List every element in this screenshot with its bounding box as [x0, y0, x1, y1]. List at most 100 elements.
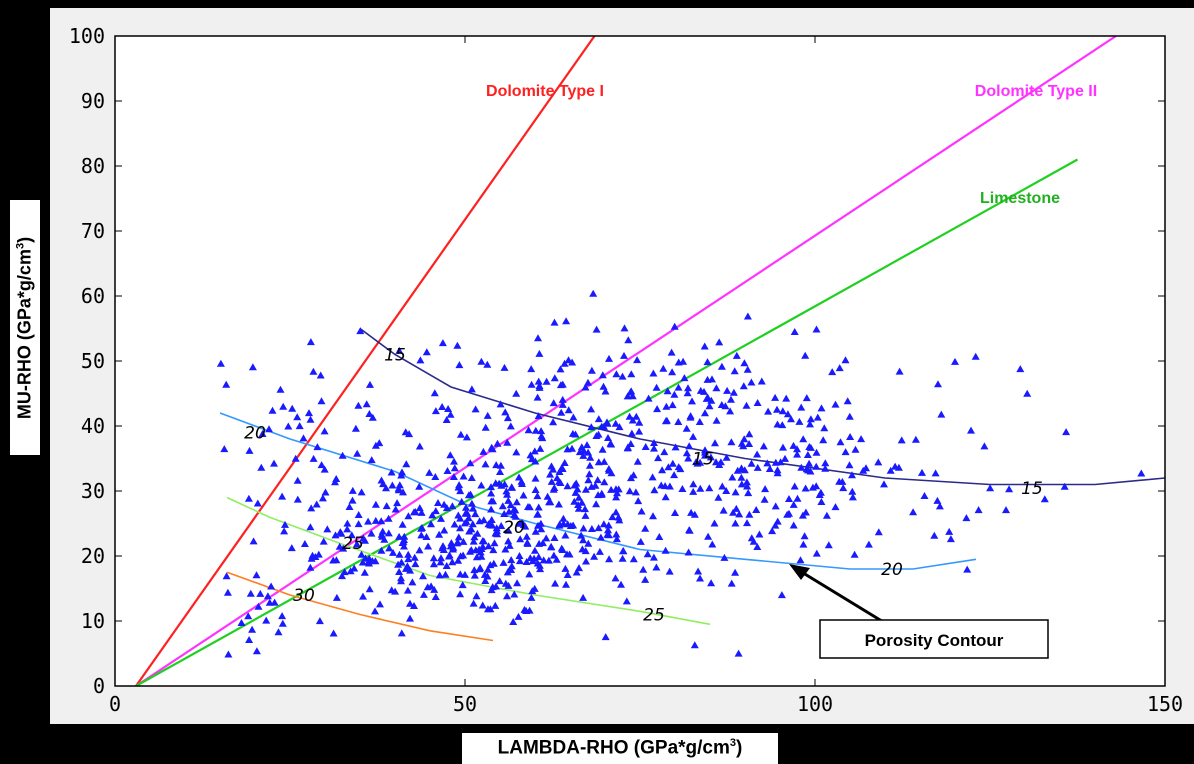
scatter-point — [535, 349, 544, 357]
scatter-point — [453, 341, 462, 349]
scatter-point — [487, 489, 496, 497]
scatter-point — [574, 504, 583, 512]
scatter-point — [618, 372, 627, 380]
scatter-point — [817, 404, 826, 412]
trend-line-dolomite-type-i — [135, 36, 596, 686]
plot-area — [115, 36, 1165, 686]
scatter-point — [584, 378, 592, 386]
scatter-point — [611, 419, 620, 427]
scatter-point — [592, 500, 601, 508]
scatter-point — [812, 448, 821, 456]
scatter-point — [634, 497, 643, 505]
scatter-point — [270, 598, 279, 606]
scatter-point — [696, 386, 705, 394]
scatter-point — [306, 338, 315, 346]
scatter-point — [806, 420, 814, 428]
scatter-point — [537, 427, 546, 435]
scatter-point — [712, 416, 721, 424]
scatter-point — [723, 386, 732, 394]
scatter-point — [539, 556, 548, 564]
scatter-point — [404, 550, 413, 558]
scatter-point — [737, 480, 746, 488]
scatter-points — [216, 289, 1146, 658]
scatter-point — [783, 410, 792, 418]
scatter-point — [685, 442, 694, 450]
scatter-point — [306, 563, 315, 571]
scatter-point — [683, 389, 692, 397]
scatter-point — [779, 443, 787, 451]
scatter-point — [680, 374, 689, 382]
scatter-point — [479, 516, 488, 524]
scatter-point — [530, 447, 539, 455]
scatter-point — [745, 430, 754, 438]
scatter-point — [586, 453, 595, 461]
contour-label-30: 30 — [293, 586, 315, 606]
scatter-point — [512, 498, 521, 506]
scatter-point — [470, 571, 479, 579]
scatter-point — [466, 459, 475, 467]
scatter-point — [753, 463, 762, 471]
scatter-point — [742, 478, 751, 486]
scatter-point — [974, 506, 983, 514]
scatter-point — [674, 383, 683, 391]
scatter-point — [483, 360, 492, 368]
scatter-point — [581, 383, 590, 391]
scatter-point — [224, 650, 233, 658]
scatter-point — [453, 539, 461, 547]
scatter-point — [701, 409, 709, 417]
scatter-point — [472, 592, 481, 600]
axis-ticks: 0 50 100 150 0 10 20 30 40 50 60 70 80 90 100 — [69, 24, 1183, 716]
scatter-point — [528, 587, 537, 595]
scatter-point — [652, 383, 661, 391]
scatter-point — [670, 390, 679, 398]
scatter-point — [299, 434, 308, 442]
scatter-point — [819, 436, 828, 444]
scatter-point — [531, 426, 540, 434]
scatter-point — [668, 401, 677, 409]
scatter-point — [897, 436, 906, 444]
scatter-point — [253, 499, 262, 507]
scatter-point — [692, 458, 701, 466]
scatter-point — [446, 451, 455, 459]
contour-label-20: 20 — [881, 560, 903, 580]
scatter-point — [279, 402, 288, 410]
scatter-point — [537, 525, 546, 533]
scatter-point — [244, 612, 253, 620]
scatter-point — [591, 481, 600, 489]
scatter-point — [484, 605, 492, 613]
scatter-point — [309, 454, 318, 462]
scatter-point — [682, 449, 691, 457]
scatter-point — [722, 453, 731, 461]
scatter-point — [579, 451, 588, 459]
scatter-point — [1040, 495, 1049, 503]
porosity-callout-box — [819, 619, 1049, 659]
scatter-point — [444, 405, 453, 412]
scatter-point — [395, 550, 404, 558]
scatter-point — [400, 536, 408, 543]
scatter-point — [245, 636, 254, 643]
scatter-point — [581, 505, 589, 513]
scatter-point — [561, 531, 570, 539]
y-tick-label: 60 — [81, 284, 105, 308]
scatter-point — [556, 365, 565, 373]
scatter-point — [337, 529, 346, 537]
scatter-point — [306, 523, 315, 531]
scatter-point — [735, 510, 744, 518]
scatter-point — [720, 553, 729, 561]
scatter-point — [431, 407, 440, 415]
scatter-point — [629, 471, 638, 479]
scatter-point — [371, 607, 379, 615]
scatter-point — [584, 448, 593, 456]
scatter-point — [523, 539, 532, 547]
scatter-point — [649, 369, 658, 377]
scatter-point — [679, 357, 688, 365]
scatter-point — [417, 524, 426, 532]
scatter-point — [838, 477, 847, 485]
scatter-point — [446, 410, 455, 418]
contour-label-20: 20 — [503, 518, 525, 538]
scatter-point — [312, 500, 321, 508]
scatter-point — [491, 601, 500, 609]
scatter-point — [891, 462, 900, 470]
scatter-point — [347, 531, 356, 539]
scatter-point — [348, 496, 357, 504]
